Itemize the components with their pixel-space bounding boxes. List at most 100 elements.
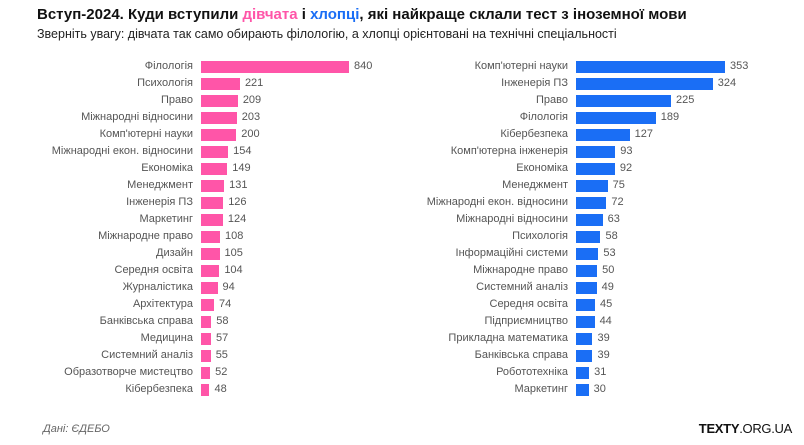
- bar: [576, 265, 598, 277]
- category-label: Банківська справа: [474, 349, 568, 361]
- bar: [201, 163, 228, 175]
- chart-title: Вступ-2024. Куди вступили дівчата і хлоп…: [37, 6, 687, 23]
- category-label: Архітектура: [132, 298, 193, 310]
- category-label: Підприємництво: [484, 315, 568, 327]
- bar: [576, 282, 597, 294]
- category-label: Журналістика: [122, 281, 193, 293]
- bar: [201, 61, 349, 73]
- value-label: 52: [215, 366, 228, 378]
- value-label: 154: [233, 145, 252, 157]
- logo-bold: TEXTY: [698, 421, 740, 436]
- source-note: Дані: ЄДЕБО: [43, 423, 110, 435]
- category-label: Комп'ютерна інженерія: [450, 145, 568, 157]
- category-label: Міжнародні екон. відносини: [426, 196, 568, 208]
- category-label: Середня освіта: [489, 298, 569, 310]
- value-label: 74: [219, 298, 232, 310]
- bar: [201, 231, 221, 243]
- bar: [201, 129, 237, 141]
- value-label: 105: [224, 247, 243, 259]
- bar: [576, 214, 603, 226]
- bar: [576, 197, 607, 209]
- value-label: 48: [214, 383, 227, 395]
- bar: [201, 316, 212, 328]
- bar: [201, 78, 240, 90]
- category-label: Психологія: [512, 230, 568, 242]
- value-label: 30: [593, 383, 606, 395]
- value-label: 126: [228, 196, 247, 208]
- category-label: Економіка: [516, 162, 568, 174]
- title-text: Вступ-2024. Куди вступили: [37, 6, 243, 23]
- value-label: 44: [599, 315, 612, 327]
- bar: [576, 367, 590, 379]
- value-label: 124: [227, 213, 247, 225]
- bar: [576, 350, 593, 362]
- category-label: Робототехніка: [496, 366, 568, 378]
- bar: [201, 197, 224, 209]
- category-label: Маркетинг: [514, 383, 568, 395]
- category-label: Системний аналіз: [101, 349, 193, 361]
- title-girls: дівчата: [242, 6, 298, 23]
- category-label: Прикладна математика: [448, 332, 568, 344]
- category-label: Інженерія ПЗ: [126, 196, 193, 208]
- bar: [201, 214, 223, 226]
- category-label: Образотворче мистецтво: [64, 366, 193, 378]
- bar: [576, 248, 599, 260]
- value-label: 55: [215, 349, 228, 361]
- value-label: 75: [612, 179, 625, 191]
- bar: [201, 299, 215, 311]
- bar: [201, 248, 220, 260]
- category-label: Філологія: [519, 111, 568, 123]
- texty-logo[interactable]: TEXTY.ORG.UA: [698, 421, 793, 436]
- category-label: Менеджмент: [127, 179, 193, 191]
- category-label: Інформаційні системи: [455, 247, 568, 259]
- bar: [576, 299, 595, 311]
- category-label: Дизайн: [156, 247, 193, 259]
- value-label: 45: [599, 298, 613, 310]
- category-label: Економіка: [141, 162, 193, 174]
- value-label: 58: [216, 315, 229, 327]
- value-label: 49: [601, 281, 614, 293]
- bar: [576, 146, 616, 158]
- category-label: Менеджмент: [502, 179, 568, 191]
- bar: [201, 95, 238, 107]
- category-label: Міжнародне право: [473, 264, 568, 276]
- category-label: Право: [161, 94, 193, 106]
- bar: [201, 333, 212, 345]
- category-label: Міжнародне право: [98, 230, 193, 242]
- bar: [576, 112, 656, 124]
- category-label: Комп'ютерні науки: [99, 128, 193, 140]
- value-label: 63: [607, 213, 620, 225]
- category-label: Інженерія ПЗ: [501, 77, 568, 89]
- value-label: 53: [603, 247, 616, 259]
- logo-rest: .ORG.UA: [739, 421, 792, 436]
- value-label: 94: [222, 281, 235, 293]
- value-label: 324: [717, 77, 737, 89]
- bar: [576, 78, 713, 90]
- value-label: 39: [597, 332, 610, 344]
- category-label: Маркетинг: [139, 213, 193, 225]
- bar: [576, 180, 608, 192]
- value-label: 209: [242, 94, 262, 106]
- category-label: Філологія: [144, 60, 193, 72]
- bar: [576, 163, 615, 175]
- value-label: 39: [597, 349, 610, 361]
- category-label: Комп'ютерні науки: [474, 60, 568, 72]
- value-label: 58: [605, 230, 618, 242]
- category-label: Кібербезпека: [125, 383, 193, 395]
- title-text-end: , які найкраще склали тест з іноземної м…: [359, 6, 687, 23]
- value-label: 353: [730, 60, 749, 72]
- value-label: 50: [602, 264, 615, 276]
- bar: [201, 282, 218, 294]
- value-label: 104: [224, 264, 243, 276]
- category-label: Медицина: [140, 332, 193, 344]
- value-label: 149: [232, 162, 251, 174]
- bar: [576, 316, 595, 328]
- bar: [576, 61, 725, 73]
- category-label: Кібербезпека: [500, 128, 568, 140]
- bar: [201, 112, 237, 124]
- value-label: 200: [241, 128, 260, 140]
- category-label: Міжнародні екон. відносини: [51, 145, 193, 157]
- value-label: 92: [619, 162, 633, 174]
- category-label: Психологія: [137, 77, 193, 89]
